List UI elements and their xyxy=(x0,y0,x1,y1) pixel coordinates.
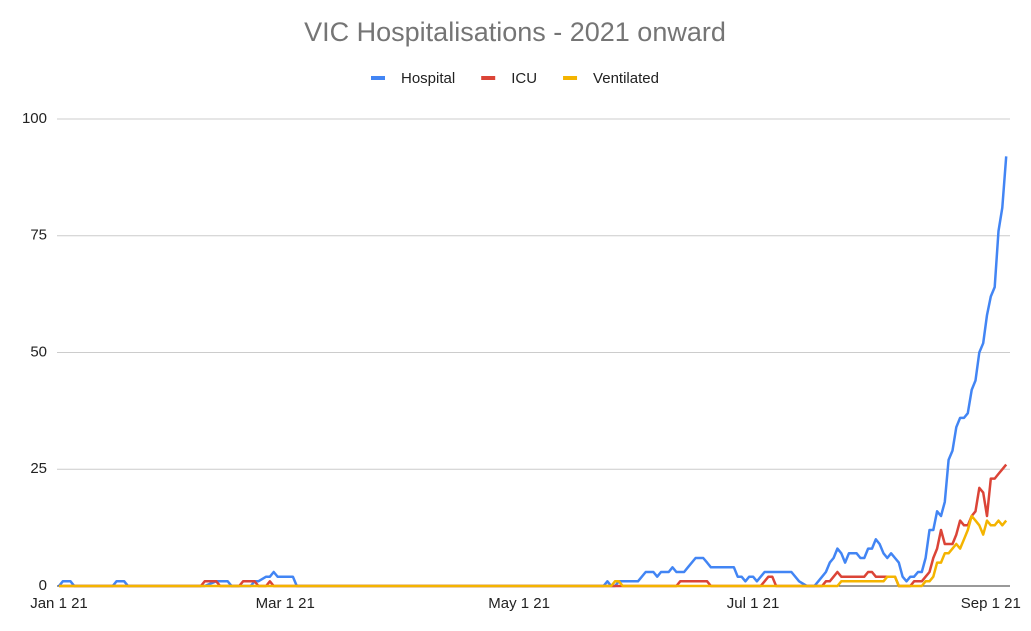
y-tick-label: 0 xyxy=(39,577,47,594)
series-line xyxy=(59,514,1008,588)
y-tick-label: 25 xyxy=(30,460,47,477)
y-tick-label: 75 xyxy=(30,227,47,244)
x-tick-label: Jul 1 21 xyxy=(727,595,780,612)
y-tick-label: 100 xyxy=(22,110,47,127)
legend-swatch xyxy=(563,76,578,80)
x-tick-label: Jan 1 21 xyxy=(30,595,88,612)
legend-swatch xyxy=(371,76,385,80)
chart-title: VIC Hospitalisations - 2021 onward xyxy=(304,17,726,47)
legend-swatch xyxy=(481,76,496,80)
legend-label: Hospital xyxy=(401,70,455,87)
x-tick-label: Sep 1 21 xyxy=(961,595,1021,612)
legend-label: ICU xyxy=(511,70,537,87)
legend-label: Ventilated xyxy=(593,70,659,87)
legend: Hospital ICU Ventilated xyxy=(371,70,659,87)
x-tick-label: Mar 1 21 xyxy=(256,595,315,612)
series-line xyxy=(58,156,1008,588)
y-tick-label: 50 xyxy=(30,343,47,360)
x-tick-label: May 1 21 xyxy=(488,595,550,612)
